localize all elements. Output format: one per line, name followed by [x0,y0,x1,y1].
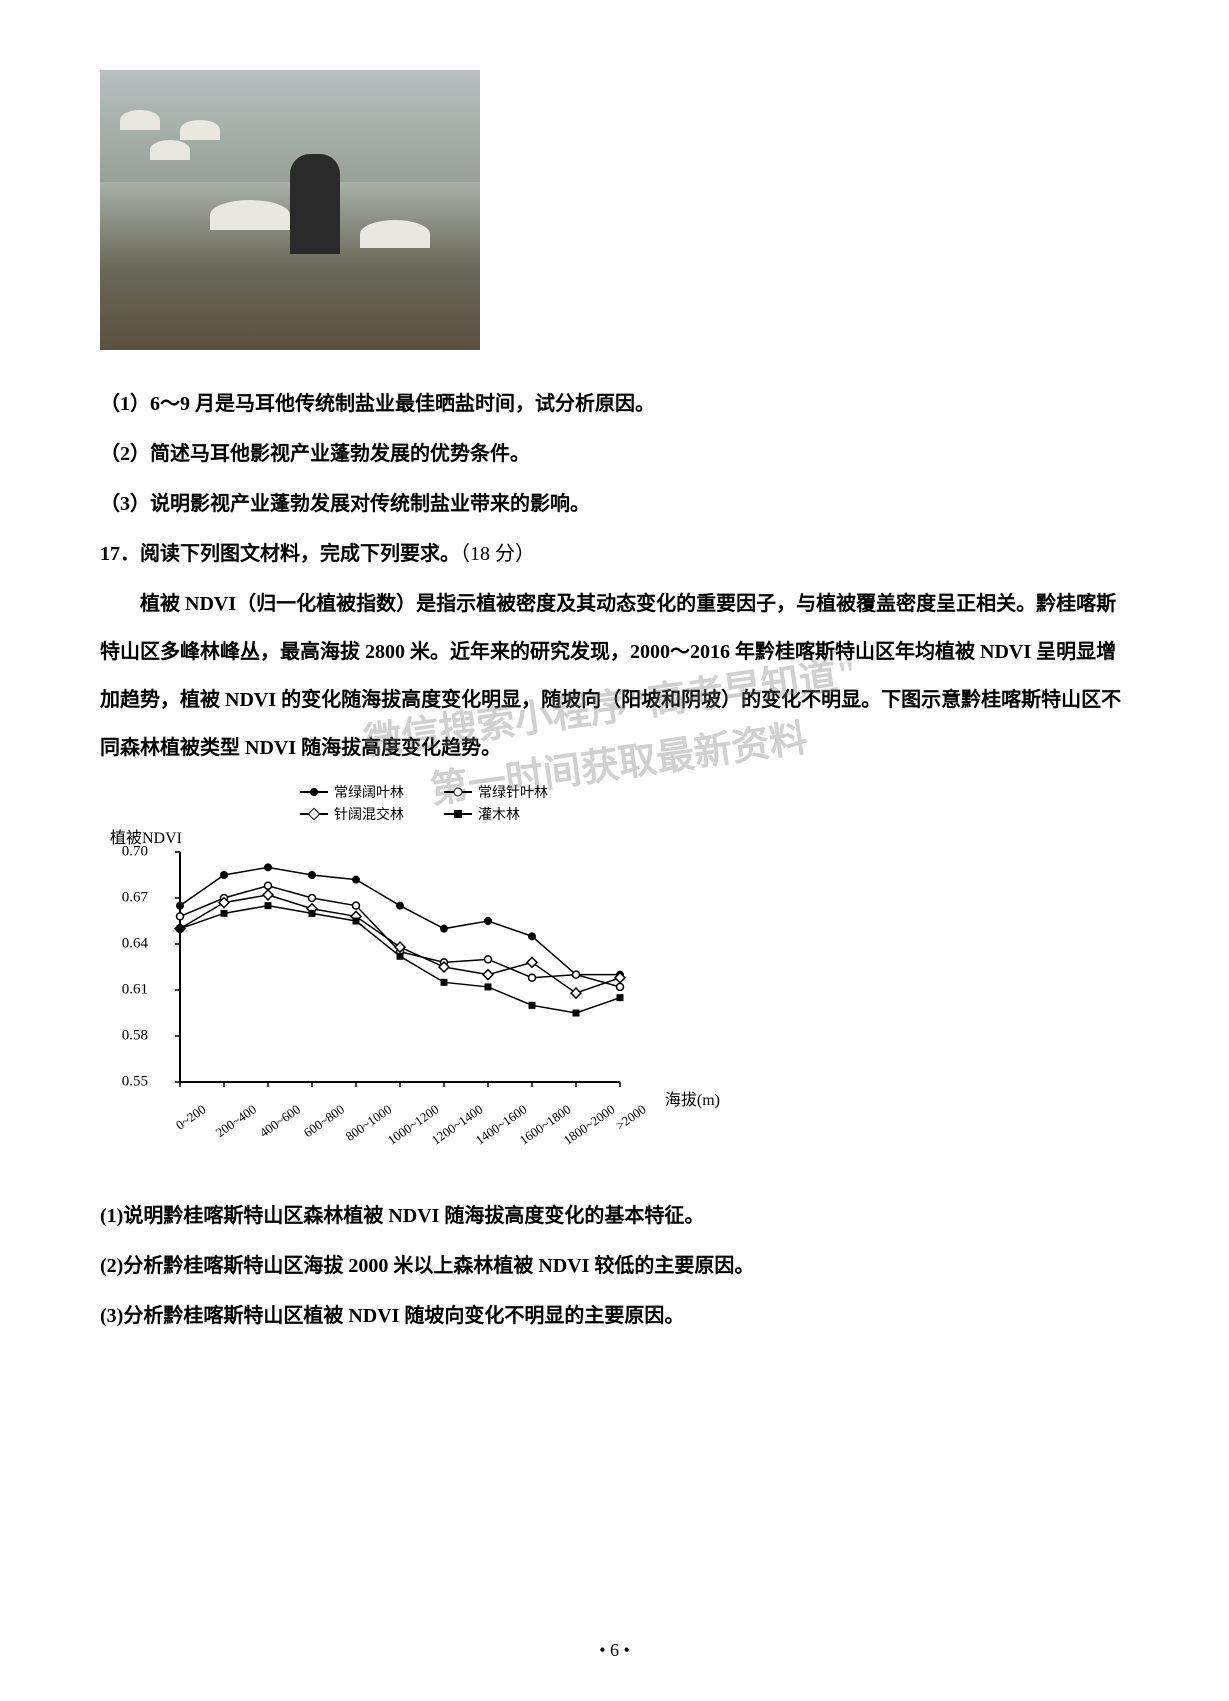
question-1: （1）6～9 月是马耳他传统制盐业最佳晒盐时间，试分析原因。 [100,380,1129,428]
salt-pile [180,120,220,140]
legend-item: 常绿针叶林 [444,782,548,802]
legend-label: 灌木林 [478,804,520,824]
legend-item: 针阔混交林 [300,804,404,824]
salt-pile [360,220,430,248]
legend-label: 常绿针叶林 [478,782,548,802]
salt-field-photo [100,70,480,350]
chart-legend: 常绿阔叶林 常绿针叶林 针阔混交林 灌木林 [300,782,548,824]
chart-plot-area [150,837,650,1117]
page-number: • 6 • [599,1640,630,1661]
legend-marker-open-circle [444,791,472,793]
y-tick-label: 0.64 [122,936,148,953]
legend-item: 常绿阔叶林 [300,782,404,802]
question-17-3: (3)分析黔桂喀斯特山区植被 NDVI 随坡向变化不明显的主要原因。 [100,1292,1129,1340]
question-3: （3）说明影视产业蓬勃发展对传统制盐业带来的影响。 [100,480,1129,528]
legend-label: 针阔混交林 [334,804,404,824]
legend-item: 灌木林 [444,804,548,824]
legend-label: 常绿阔叶林 [334,782,404,802]
question-17-prefix: 17．阅读下列图文材料，完成下列要求。 [100,543,460,565]
y-tick-label: 0.67 [122,890,148,907]
question-17-paragraph: 植被 NDVI（归一化植被指数）是指示植被密度及其动态变化的重要因子，与植被覆盖… [100,580,1129,772]
question-17-points: （18 分） [460,543,535,565]
legend-marker-filled-circle [300,791,328,793]
y-tick-label: 0.70 [122,844,148,861]
legend-marker-open-diamond [300,813,328,815]
question-17-1: (1)说明黔桂喀斯特山区森林植被 NDVI 随海拔高度变化的基本特征。 [100,1192,1129,1240]
y-tick-label: 0.58 [122,1028,148,1045]
question-17-heading: 17．阅读下列图文材料，完成下列要求。（18 分） [100,530,1129,578]
y-tick-label: 0.55 [122,1074,148,1091]
salt-pile [150,140,190,160]
salt-pile [210,200,290,230]
question-17-2: (2)分析黔桂喀斯特山区海拔 2000 米以上森林植被 NDVI 较低的主要原因… [100,1242,1129,1290]
ndvi-chart: 常绿阔叶林 常绿针叶林 针阔混交林 灌木林 植被NDVI 海拔(m) 0.550… [100,782,720,1172]
question-2: （2）简述马耳他影视产业蓬勃发展的优势条件。 [100,430,1129,478]
legend-marker-filled-square [444,813,472,815]
salt-pile [120,110,160,130]
chart-x-label: 海拔(m) [665,1086,720,1110]
y-tick-label: 0.61 [122,982,148,999]
document-page: （1）6～9 月是马耳他传统制盐业最佳晒盐时间，试分析原因。 （2）简述马耳他影… [0,0,1229,1701]
